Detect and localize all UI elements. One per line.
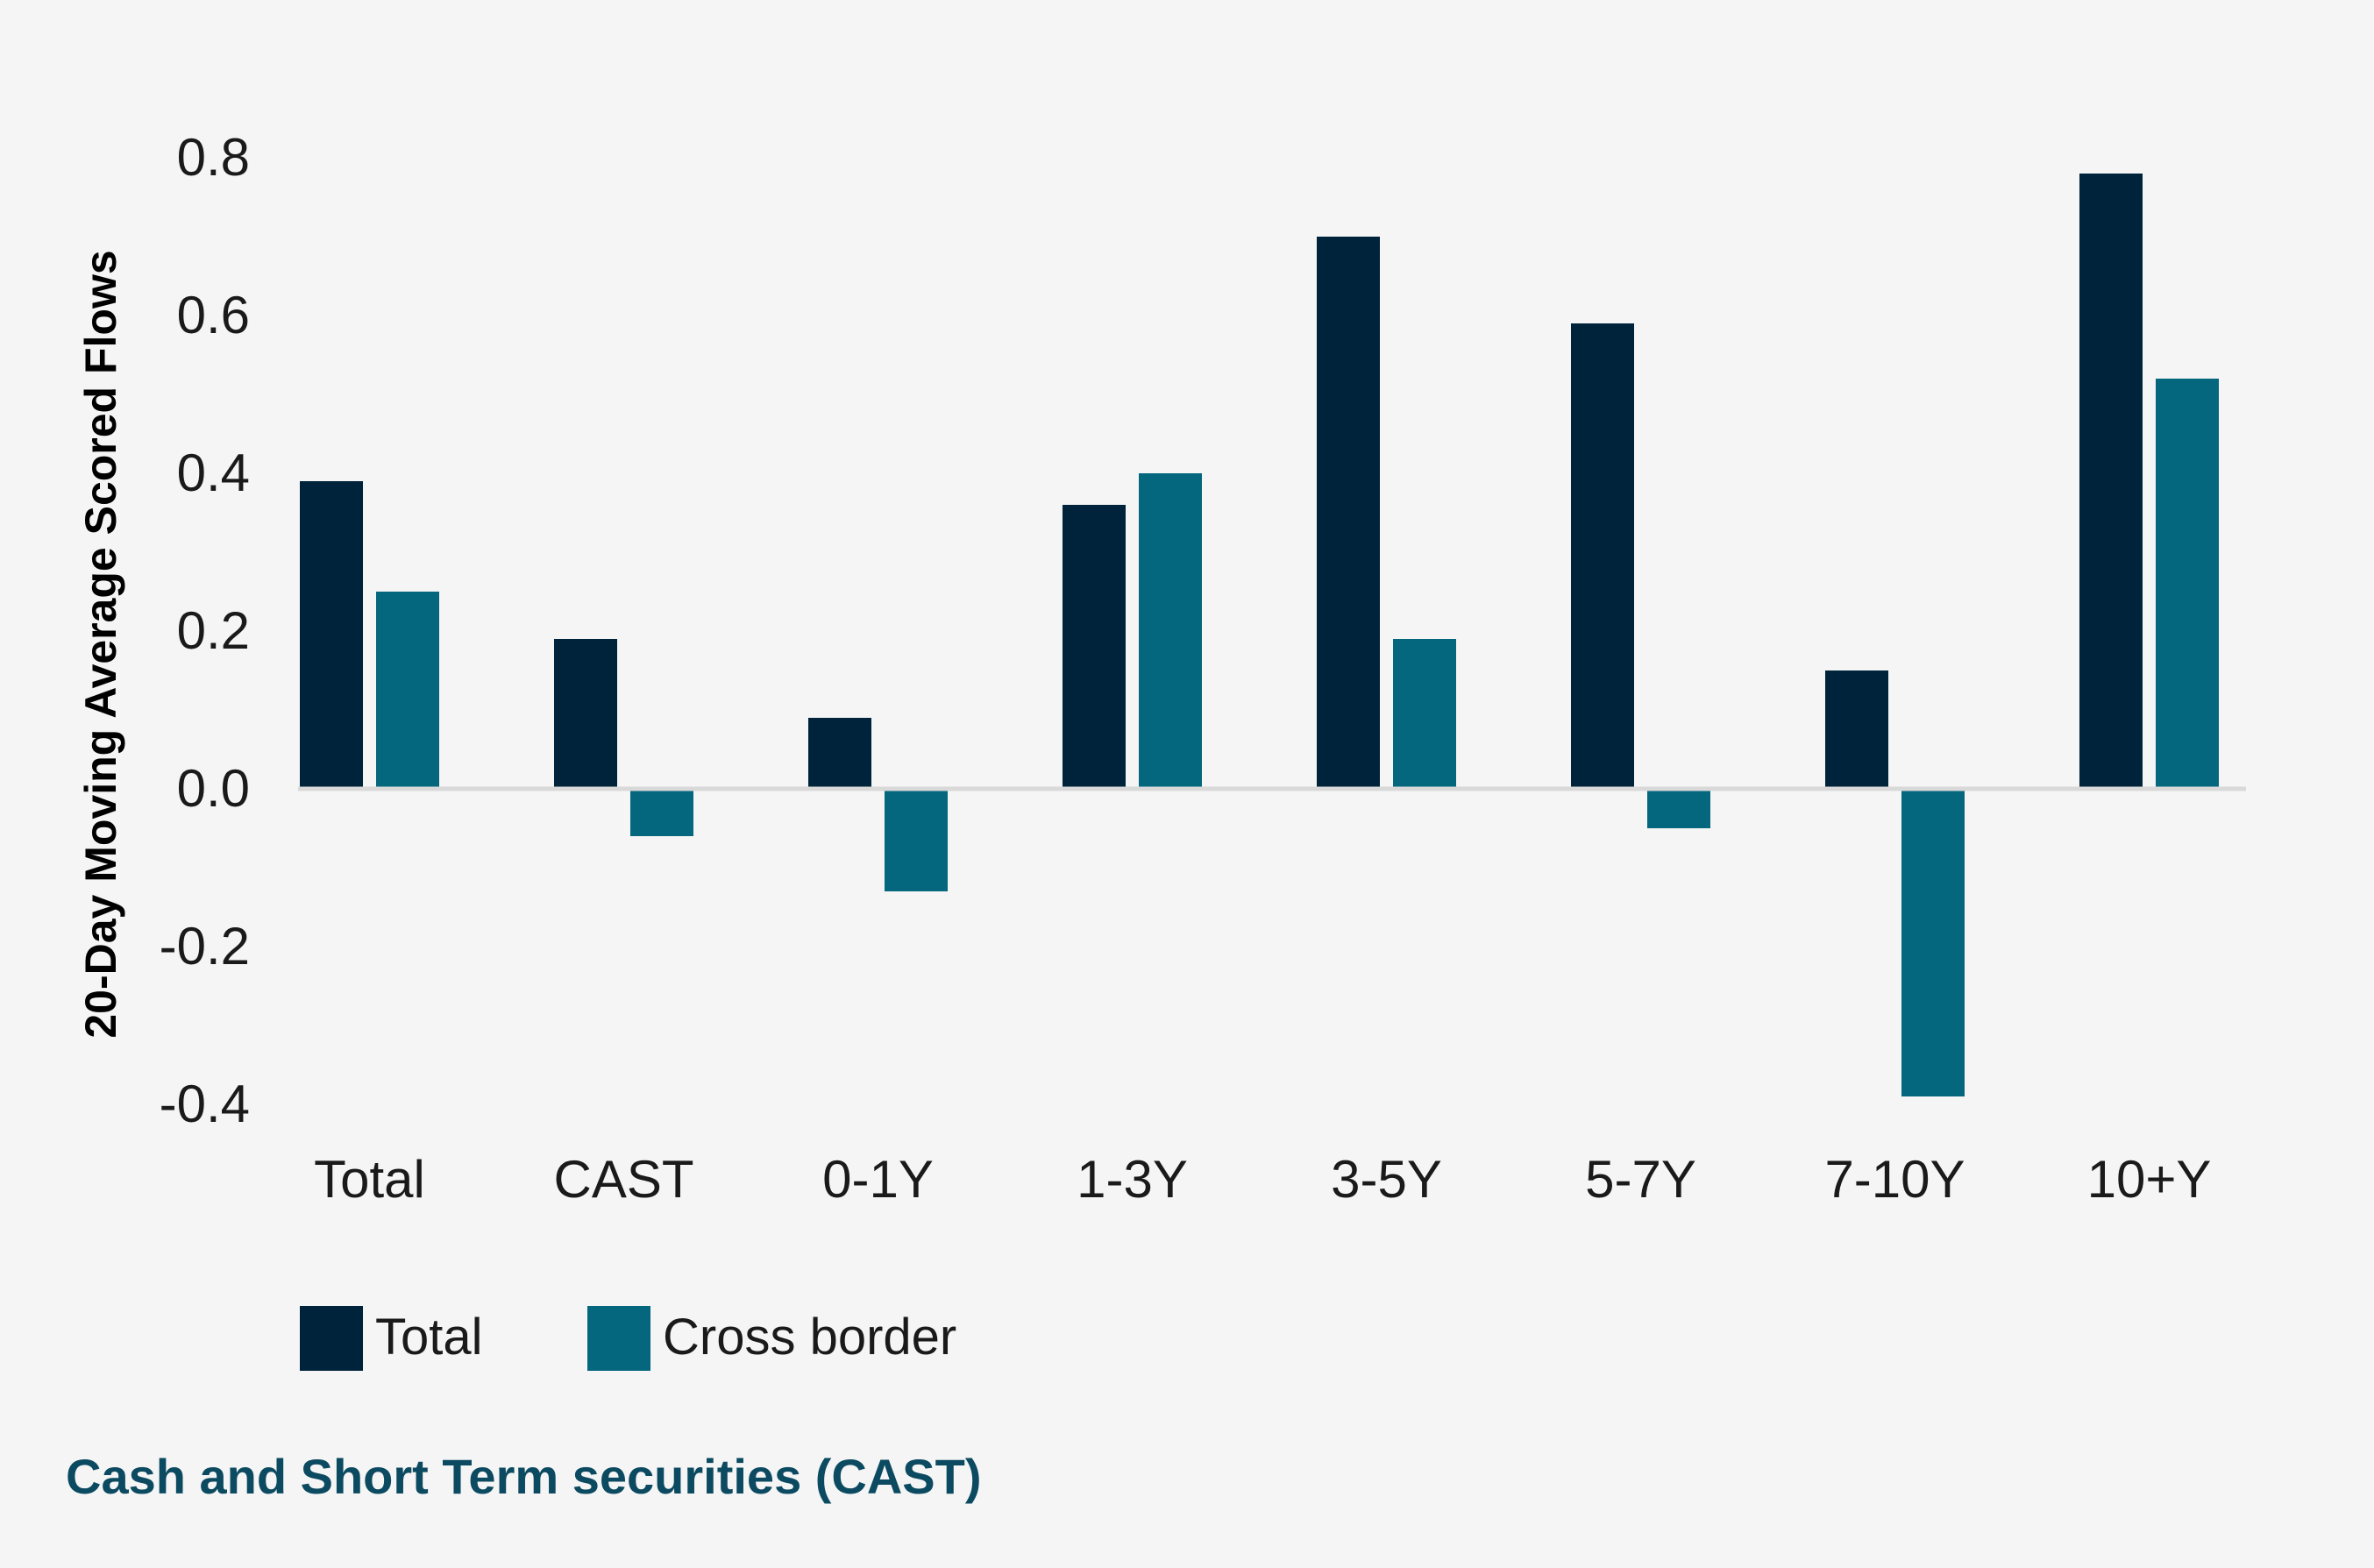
y-tick-label: 0.4 bbox=[177, 443, 250, 502]
y-tick-label: 0.6 bbox=[177, 286, 250, 344]
y-tick-label: 0.8 bbox=[177, 128, 250, 187]
legend-label: Total bbox=[375, 1309, 483, 1366]
bar-total-10+Y bbox=[2079, 174, 2143, 789]
bar-total-1-3Y bbox=[1063, 505, 1126, 789]
x-tick-label: 3-5Y bbox=[1331, 1150, 1442, 1209]
y-axis-ticks: 0.8 0.6 0.4 0.2 0.0 -0.2 -0.4 bbox=[160, 128, 250, 1133]
x-tick-label: 7-10Y bbox=[1824, 1150, 1965, 1209]
x-tick-label: 0-1Y bbox=[822, 1150, 934, 1209]
bar-cross-border-CAST bbox=[630, 789, 693, 836]
x-tick-label: 1-3Y bbox=[1077, 1150, 1188, 1209]
y-tick-label: -0.2 bbox=[160, 917, 250, 976]
y-axis-label: 20-Day Moving Average Scored Flows bbox=[76, 250, 125, 1038]
bar-total-CAST bbox=[554, 639, 617, 789]
bar-cross-border-Total bbox=[376, 592, 439, 789]
y-tick-label: 0.2 bbox=[177, 601, 250, 660]
bar-cross-border-3-5Y bbox=[1393, 639, 1456, 789]
footnote: Cash and Short Term securities (CAST) bbox=[66, 1449, 982, 1504]
bar-cross-border-5-7Y bbox=[1647, 789, 1710, 828]
x-tick-label: 5-7Y bbox=[1585, 1150, 1696, 1209]
x-axis-ticks: Total CAST 0-1Y 1-3Y 3-5Y 5-7Y 7-10Y 10+Y bbox=[314, 1150, 2211, 1209]
legend-swatch-total bbox=[300, 1306, 363, 1371]
bar-cross-border-1-3Y bbox=[1139, 473, 1202, 789]
bar-cross-border-0-1Y bbox=[885, 789, 948, 891]
bar-total-5-7Y bbox=[1571, 323, 1634, 789]
bar-total-3-5Y bbox=[1317, 237, 1380, 789]
legend: Total Cross border bbox=[300, 1306, 956, 1371]
x-tick-label: CAST bbox=[553, 1150, 693, 1209]
bar-series bbox=[300, 174, 2219, 1096]
bar-cross-border-7-10Y bbox=[1901, 789, 1965, 1096]
x-tick-label: 10+Y bbox=[2087, 1150, 2212, 1209]
legend-swatch-cross-border bbox=[587, 1306, 650, 1371]
bar-cross-border-10+Y bbox=[2156, 379, 2219, 789]
bar-total-Total bbox=[300, 481, 363, 789]
y-tick-label: 0.0 bbox=[177, 759, 250, 818]
legend-label: Cross border bbox=[663, 1309, 956, 1366]
y-tick-label: -0.4 bbox=[160, 1075, 250, 1133]
bar-total-7-10Y bbox=[1825, 670, 1888, 789]
bar-total-0-1Y bbox=[808, 718, 871, 789]
x-tick-label: Total bbox=[314, 1150, 425, 1209]
